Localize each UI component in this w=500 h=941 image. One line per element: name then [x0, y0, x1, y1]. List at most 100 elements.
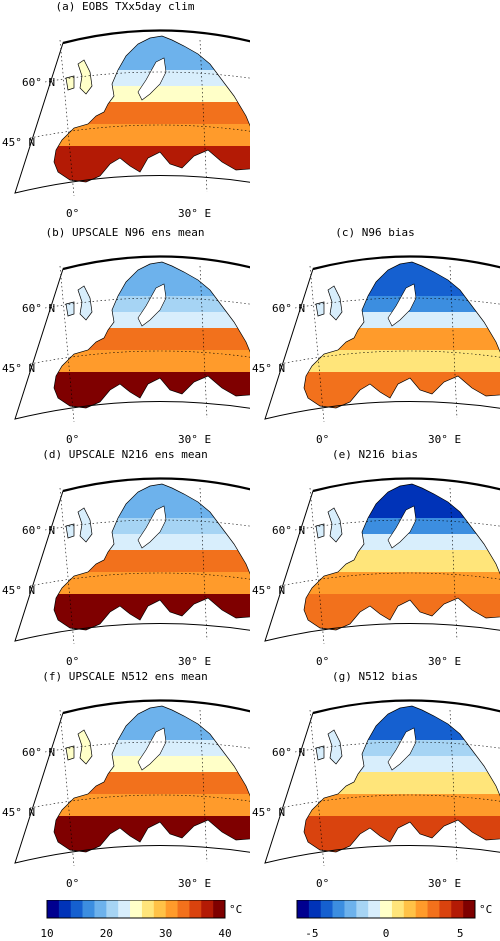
panel-g: (g) N512 bias 60° N 45° N 0° 30° E — [250, 670, 500, 902]
panel-e-map: 60° N 45° N 0° 30° E — [252, 477, 500, 668]
britain — [327, 285, 343, 321]
lon-label-30: 30° E — [428, 655, 461, 668]
colorbar-clim: 10 20 30 40 °C — [40, 900, 242, 940]
colorbar-swatch — [427, 900, 440, 918]
lon-label-30: 30° E — [178, 877, 211, 890]
colorbar-swatch — [213, 900, 226, 918]
lat-label-60: 60° N — [22, 524, 55, 537]
colorbar-swatch — [320, 900, 333, 918]
lat-label-45: 45° N — [252, 584, 285, 597]
graticule-lat60 — [44, 741, 250, 753]
temperature-band — [54, 102, 250, 124]
colorbar-swatch — [94, 900, 107, 918]
temperature-band — [54, 794, 250, 816]
colorbar-swatch — [297, 900, 310, 918]
graticule-lat60 — [294, 297, 500, 309]
colorbar-tick-2: 5 — [457, 927, 464, 940]
colorbar-swatch — [82, 900, 95, 918]
panel-d: (d) UPSCALE N216 ens mean 60° N 45° N 0° 30… — [0, 448, 250, 680]
baltic-sea — [137, 283, 167, 327]
lon-label-0: 0° — [66, 207, 79, 220]
colorbar-unit: °C — [229, 903, 242, 916]
colorbar-swatch — [308, 900, 322, 918]
colorbar-swatch — [380, 900, 393, 918]
coastline — [53, 261, 250, 409]
colorbar-swatch — [463, 900, 476, 918]
panel-f: (f) UPSCALE N512 ens mean 60° N 45° N 0° 30… — [0, 670, 250, 902]
lon-label-30: 30° E — [428, 877, 461, 890]
lat-label-45: 45° N — [2, 806, 35, 819]
lat-label-45: 45° N — [2, 584, 35, 597]
ireland — [315, 523, 325, 539]
ireland — [65, 75, 75, 91]
panel-f-map: 60° N 45° N 0° 30° E — [2, 699, 250, 890]
lat-label-45: 45° N — [252, 806, 285, 819]
panel-a-title: (a) EOBS TXx5day clim — [55, 0, 195, 13]
graticule-lon30 — [199, 487, 208, 641]
lon-label-0: 0° — [66, 877, 79, 890]
baltic-sea — [387, 727, 417, 771]
lat-label-60: 60° N — [22, 76, 55, 89]
lon-label-0: 0° — [316, 655, 329, 668]
temperature-band — [304, 328, 500, 350]
colorbar-swatch — [356, 900, 369, 918]
temperature-band — [54, 124, 250, 146]
panel-e: (e) N216 bias 60° N 45° N 0° 30° E — [250, 448, 500, 680]
colorbar-swatch — [153, 900, 166, 918]
britain — [77, 59, 93, 95]
colorbar-swatch — [201, 900, 214, 918]
lat-label-60: 60° N — [272, 746, 305, 759]
lon-label-0: 0° — [316, 433, 329, 446]
panel-g-map: 60° N 45° N 0° 30° E — [252, 699, 500, 890]
temperature-band — [54, 572, 250, 594]
colorbar-swatch — [344, 900, 357, 918]
britain — [327, 507, 343, 543]
baltic-sea — [387, 505, 417, 549]
panel-d-map: 60° N 45° N 0° 30° E — [2, 477, 250, 668]
graticule-lat60 — [44, 519, 250, 531]
colorbar-swatch — [368, 900, 381, 918]
colorbar-swatch — [141, 900, 155, 918]
temperature-band — [304, 772, 500, 794]
colorbar-swatch — [177, 900, 190, 918]
graticule-lon30 — [449, 709, 458, 863]
britain — [77, 285, 93, 321]
lon-label-0: 0° — [66, 655, 79, 668]
colorbar-swatch — [70, 900, 83, 918]
ireland — [65, 745, 75, 761]
colorbar-swatch — [332, 900, 345, 918]
colorbar-tick-0: 10 — [40, 927, 53, 940]
graticule-lat60 — [44, 297, 250, 309]
colorbar-tick-3: 40 — [218, 927, 231, 940]
coastline — [53, 483, 250, 631]
graticule-lon30 — [449, 487, 458, 641]
colorbar-tick-1: 20 — [100, 927, 113, 940]
panel-g-title: (g) N512 bias — [331, 670, 419, 683]
map-frame-top — [62, 29, 250, 45]
baltic-sea — [137, 727, 167, 771]
coastline — [53, 35, 250, 183]
coastline — [303, 261, 500, 409]
panel-e-title: (e) N216 bias — [331, 448, 419, 461]
panel-a-map: 60° N 45° N 0° 30° E — [2, 29, 250, 220]
colorbar-tick-2: 30 — [159, 927, 172, 940]
ireland — [65, 301, 75, 317]
colorbar-outline — [296, 900, 476, 919]
graticule-lon30 — [199, 709, 208, 863]
lon-label-30: 30° E — [178, 433, 211, 446]
lat-label-60: 60° N — [272, 302, 305, 315]
graticule-lon30 — [449, 265, 458, 419]
coastline — [53, 705, 250, 853]
ireland — [65, 523, 75, 539]
panel-a: (a) EOBS TXx5day clim 60° N 45° N 0° 30° E — [0, 0, 250, 232]
lat-label-45: 45° N — [2, 136, 35, 149]
lat-label-45: 45° N — [252, 362, 285, 375]
lat-label-60: 60° N — [22, 746, 55, 759]
temperature-band — [304, 350, 500, 372]
lat-label-60: 60° N — [22, 302, 55, 315]
colorbar-swatch — [391, 900, 405, 918]
graticule-lat60 — [294, 741, 500, 753]
colorbar-swatch — [451, 900, 464, 918]
map-frame-top — [62, 699, 250, 715]
graticule-lat60 — [44, 71, 250, 83]
